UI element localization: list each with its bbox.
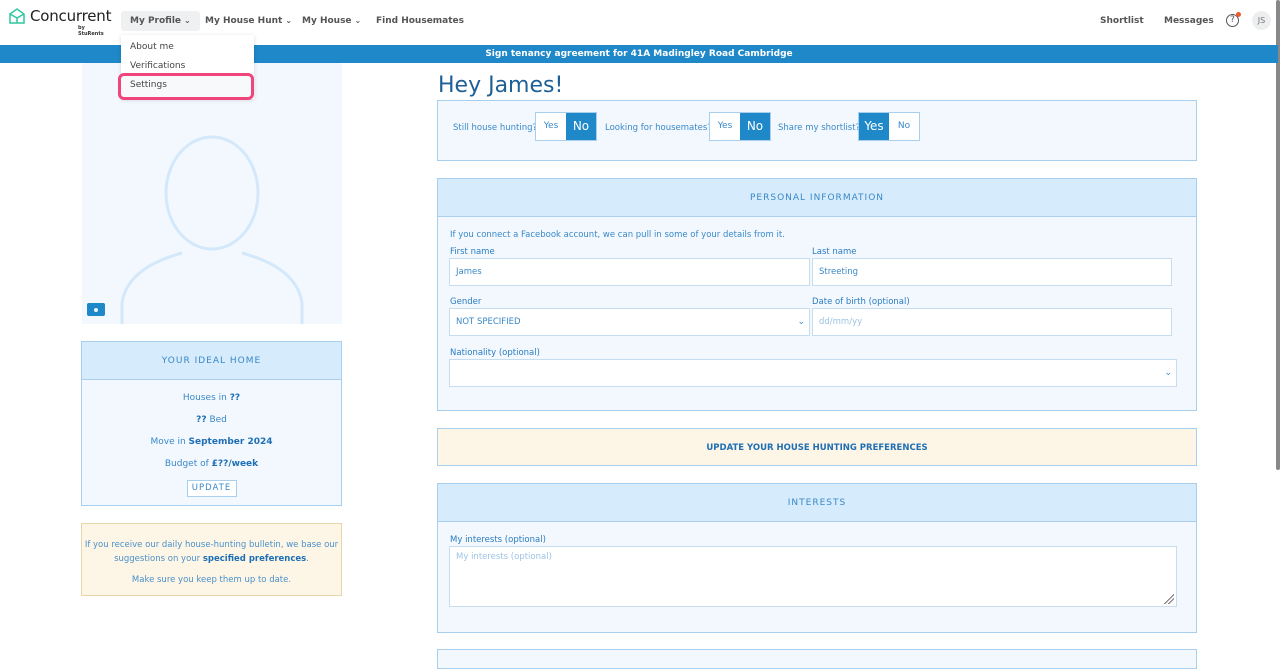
chevron-down-icon: ⌄ — [354, 16, 362, 25]
avatar[interactable]: JS — [1252, 11, 1271, 30]
gender-label: Gender — [450, 297, 482, 307]
specified-preferences-link[interactable]: specified preferences — [202, 554, 307, 564]
gender-value: NOT SPECIFIED — [456, 317, 521, 327]
profile-dropdown-menu: About me Verifications Settings — [118, 35, 254, 100]
nationality-label: Nationality (optional) — [450, 348, 540, 358]
yes-option[interactable]: Yes — [543, 121, 559, 131]
next-panel — [437, 649, 1197, 669]
interests-placeholder: My interests (optional) — [456, 552, 552, 562]
dob-placeholder: dd/mm/yy — [819, 317, 863, 327]
bed-count: ?? Bed — [196, 415, 227, 425]
house-logo-icon — [9, 8, 25, 24]
budget: Budget of £??/week — [164, 459, 259, 469]
no-option[interactable]: No — [897, 121, 911, 131]
last-name-input[interactable]: Streeting — [812, 258, 1172, 286]
last-name-label: Last name — [812, 247, 857, 257]
logo[interactable]: Concurrent by StuRents — [8, 7, 112, 37]
gender-select[interactable]: NOT SPECIFIED ⌄ — [449, 308, 810, 336]
dob-label: Date of birth (optional) — [812, 297, 910, 307]
interests-textarea[interactable]: My interests (optional) — [449, 546, 1177, 607]
brand-sub: by StuRents — [78, 25, 104, 37]
dob-input[interactable]: dd/mm/yy — [812, 308, 1172, 336]
nav-label: My Profile — [130, 16, 182, 26]
houses-in: Houses in ?? — [182, 393, 241, 403]
chevron-down-icon: ⌄ — [1164, 368, 1172, 378]
notification-dot — [1236, 12, 1241, 17]
house-hunting-toggle[interactable]: Yes No — [535, 112, 597, 141]
personal-info-title: PERSONAL INFORMATION — [438, 179, 1196, 217]
yes-option[interactable]: Yes — [717, 121, 733, 131]
note-line2: Make sure you keep them up to date. — [131, 575, 292, 585]
chevron-down-icon: ⌄ — [285, 16, 293, 25]
nav-my-house[interactable]: My House ⌄ — [293, 11, 370, 31]
toggle-label: Still house hunting? — [453, 123, 537, 133]
menu-item-verifications[interactable]: Verifications — [130, 61, 186, 71]
resize-handle-icon[interactable] — [1164, 594, 1174, 604]
nav-shortlist[interactable]: Shortlist — [1100, 16, 1144, 26]
nav-messages[interactable]: Messages — [1164, 16, 1214, 26]
help-icon[interactable]: ? — [1226, 12, 1241, 27]
avatar-placeholder-icon — [120, 135, 304, 324]
interests-label: My interests (optional) — [450, 535, 546, 545]
no-option[interactable]: No — [566, 113, 596, 140]
nav-my-profile[interactable]: My Profile ⌄ — [121, 11, 200, 31]
interests-title: INTERESTS — [438, 484, 1196, 522]
ideal-home-panel: YOUR IDEAL HOME Houses in ?? ?? Bed Move… — [81, 341, 342, 506]
nav-label: My House Hunt — [205, 16, 283, 26]
scrollbar[interactable] — [1276, 0, 1280, 470]
first-name-input[interactable]: James — [449, 258, 810, 286]
housemates-toggle[interactable]: Yes No — [709, 112, 771, 141]
first-name-label: First name — [450, 247, 495, 257]
camera-icon[interactable] — [87, 303, 105, 316]
menu-item-about-me[interactable]: About me — [130, 42, 174, 52]
chevron-down-icon: ⌄ — [184, 16, 191, 25]
no-option[interactable]: No — [740, 113, 770, 140]
facebook-intro: If you connect a Facebook account, we ca… — [450, 230, 785, 240]
nav-find-housemates[interactable]: Find Housemates — [367, 11, 473, 31]
update-ideal-home-button[interactable]: UPDATE — [186, 480, 237, 497]
bulletin-note: If you receive our daily house-hunting b… — [81, 523, 342, 596]
chevron-down-icon: ⌄ — [797, 317, 805, 327]
toggle-label: Looking for housemates? — [605, 123, 712, 133]
toggle-label: Share my shortlist? — [778, 123, 861, 133]
share-shortlist-toggle[interactable]: Yes No — [858, 112, 920, 141]
page-title: Hey James! — [438, 73, 564, 98]
nav-label: My House — [302, 16, 352, 26]
ideal-home-title: YOUR IDEAL HOME — [82, 342, 341, 380]
menu-item-settings[interactable]: Settings — [130, 80, 167, 90]
task-banner[interactable]: Sign tenancy agreement for 41A Madingley… — [0, 45, 1278, 63]
nav-label: Find Housemates — [376, 16, 465, 26]
brand-name: Concurrent — [30, 7, 112, 25]
move-in: Move in September 2024 — [150, 437, 273, 447]
update-preferences-button[interactable]: UPDATE YOUR HOUSE HUNTING PREFERENCES — [437, 428, 1197, 466]
nav-my-house-hunt[interactable]: My House Hunt ⌄ — [196, 11, 301, 31]
profile-photo[interactable] — [82, 63, 342, 324]
note-text: If you receive our daily house-hunting b… — [84, 540, 339, 564]
nationality-select[interactable]: ⌄ — [449, 359, 1177, 387]
highlight-box — [118, 73, 254, 100]
yes-option[interactable]: Yes — [859, 113, 889, 140]
